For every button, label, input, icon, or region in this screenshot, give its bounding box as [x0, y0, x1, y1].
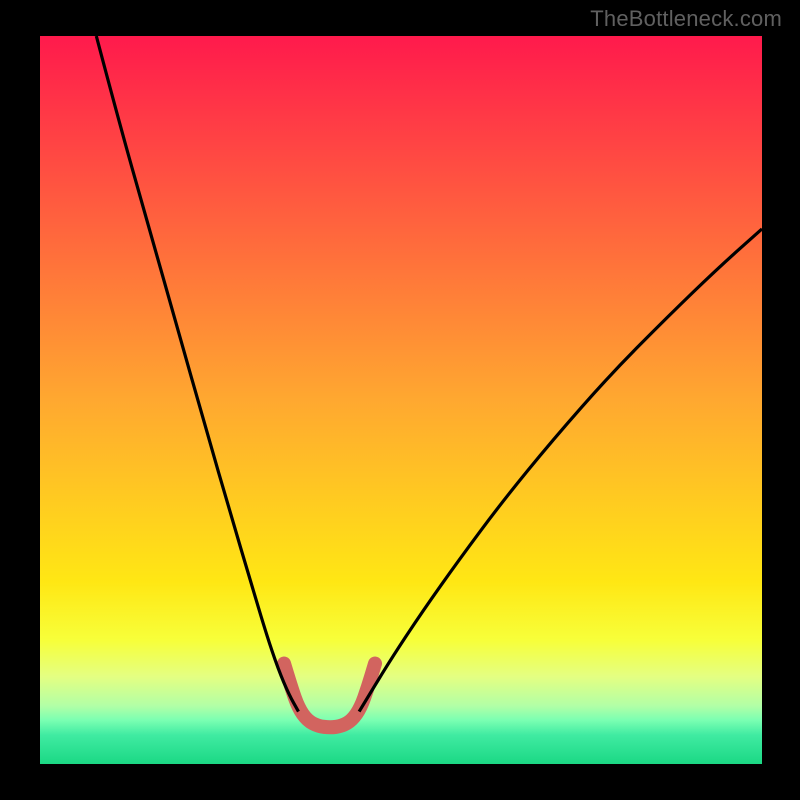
curves-layer: [40, 36, 762, 764]
plot-gradient-background: [40, 36, 762, 764]
left-curve: [96, 36, 298, 712]
trough-highlight: [284, 664, 375, 728]
right-curve: [359, 229, 762, 712]
watermark-text: TheBottleneck.com: [590, 6, 782, 32]
